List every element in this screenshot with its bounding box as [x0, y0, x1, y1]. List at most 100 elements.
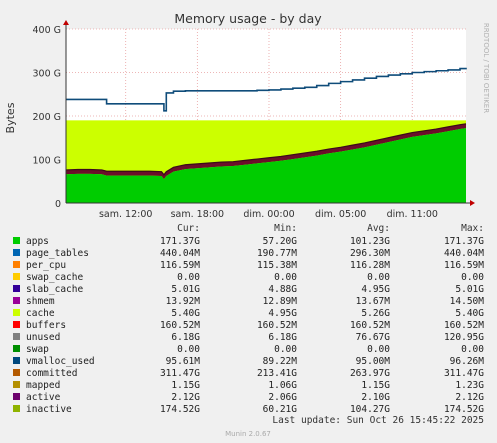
legend-swatch-inactive	[13, 405, 20, 412]
legend-cur-buffers: 160.52M	[160, 320, 200, 331]
legend-name-apps: apps	[26, 236, 49, 247]
series-inactive-band	[66, 123, 466, 180]
chart-title: Memory usage - by day	[174, 11, 322, 26]
legend-swatch-committed	[13, 369, 20, 376]
legend-cur-slab_cache: 5.01G	[171, 284, 200, 295]
legend-swatch-buffers	[13, 321, 20, 328]
legend-avg-unused: 76.67G	[356, 332, 391, 343]
legend-avg-page_tables: 296.30M	[350, 248, 390, 259]
legend-min-cache: 4.95G	[268, 308, 297, 319]
y-axis-arrow	[63, 20, 69, 25]
legend-min-swap_cache: 0.00	[274, 272, 297, 283]
legend-name-slab_cache: slab_cache	[26, 284, 83, 295]
legend-avg-committed: 263.97G	[350, 368, 390, 379]
legend-cur-active: 2.12G	[171, 392, 200, 403]
legend-max-shmem: 14.50M	[450, 296, 485, 307]
legend-cur-page_tables: 440.04M	[160, 248, 200, 259]
legend-name-active: active	[26, 392, 61, 403]
legend-cur-per_cpu: 116.59M	[160, 260, 200, 271]
x-axis-arrow	[470, 200, 475, 206]
legend-max-page_tables: 440.04M	[444, 248, 484, 259]
legend-name-buffers: buffers	[26, 320, 66, 331]
legend-cur-cache: 5.40G	[171, 308, 200, 319]
legend-name-unused: unused	[26, 332, 60, 343]
legend-cur-vmalloc_used: 95.61M	[166, 356, 201, 367]
legend-min-buffers: 160.52M	[257, 320, 297, 331]
legend-name-swap: swap	[26, 344, 49, 355]
rrdtool-credit-label: RRDTOOL / TOBI OETIKER	[482, 23, 490, 113]
legend-name-inactive: inactive	[26, 404, 72, 415]
legend-avg-swap: 0.00	[367, 344, 390, 355]
legend-max-inactive: 174.52G	[444, 404, 484, 415]
legend-avg-inactive: 104.27G	[350, 404, 390, 415]
legend-avg-buffers: 160.52M	[350, 320, 390, 331]
legend-min-slab_cache: 4.88G	[268, 284, 297, 295]
legend-avg-shmem: 13.67M	[356, 296, 391, 307]
legend-name-vmalloc_used: vmalloc_used	[26, 356, 95, 367]
legend-max-apps: 171.37G	[444, 236, 484, 247]
y-tick-label-2: 200 G	[32, 112, 61, 123]
axes: 0 100 G 200 G 300 G 400 G sam. 12:00 sam. 18:0…	[32, 20, 475, 220]
x-tick-label-1: sam. 18:00	[171, 209, 224, 220]
legend-swatch-slab_cache	[13, 285, 20, 292]
legend-swatch-vmalloc_used	[13, 357, 20, 364]
legend-cur-shmem: 13.92M	[166, 296, 201, 307]
legend-min-active: 2.06G	[268, 392, 297, 403]
y-tick-label-4: 400 G	[32, 25, 61, 36]
legend-max-mapped: 1.23G	[455, 380, 484, 391]
series-areas	[65, 67, 467, 203]
legend-avg-active: 2.10G	[361, 392, 390, 403]
legend-avg-mapped: 1.15G	[361, 380, 390, 391]
legend-max-slab_cache: 5.01G	[455, 284, 484, 295]
x-tick-label-0: sam. 12:00	[99, 209, 152, 220]
legend-avg-apps: 101.23G	[350, 236, 390, 247]
legend-header-1: Min:	[274, 223, 297, 234]
legend-min-inactive: 60.21G	[263, 404, 298, 415]
legend-swatch-swap	[13, 345, 20, 352]
legend-header-2: Avg:	[367, 223, 390, 234]
legend-swatch-page_tables	[13, 249, 20, 256]
legend-min-swap: 0.00	[274, 344, 297, 355]
legend-swatch-mapped	[13, 381, 20, 388]
legend-swatch-cache	[13, 309, 20, 316]
legend-name-shmem: shmem	[26, 296, 55, 307]
legend-swatch-active	[13, 393, 20, 400]
series-committed-line	[66, 67, 467, 112]
legend-avg-cache: 5.26G	[361, 308, 390, 319]
x-tick-label-4: dim. 11:00	[387, 209, 438, 220]
legend-table: Cur: Min: Avg: Max: apps 171.37G 57.20G 101.23G…	[13, 223, 484, 415]
y-tick-label-1: 100 G	[32, 156, 61, 167]
legend-max-buffers: 160.52M	[444, 320, 484, 331]
legend-name-swap_cache: swap_cache	[26, 272, 83, 283]
legend-max-unused: 120.95G	[444, 332, 484, 343]
legend-max-swap_cache: 0.00	[461, 272, 484, 283]
series-apps-area	[66, 128, 466, 203]
munin-version-footer: Munin 2.0.67	[225, 430, 271, 438]
legend-min-apps: 57.20G	[263, 236, 298, 247]
legend-cur-unused: 6.18G	[171, 332, 200, 343]
legend-name-per_cpu: per_cpu	[26, 260, 66, 271]
y-axis-label: Bytes	[4, 102, 17, 133]
legend-min-per_cpu: 115.38M	[257, 260, 297, 271]
legend-min-mapped: 1.06G	[268, 380, 297, 391]
legend-max-active: 2.12G	[455, 392, 484, 403]
legend-name-committed: committed	[26, 368, 77, 379]
legend-name-cache: cache	[26, 308, 55, 319]
legend-avg-per_cpu: 116.28M	[350, 260, 390, 271]
legend-swatch-apps	[13, 237, 20, 244]
legend-max-swap: 0.00	[461, 344, 484, 355]
y-tick-label-3: 300 G	[32, 69, 61, 80]
legend-max-cache: 5.40G	[455, 308, 484, 319]
legend-avg-slab_cache: 4.95G	[361, 284, 390, 295]
legend-avg-vmalloc_used: 95.00M	[356, 356, 391, 367]
legend-name-mapped: mapped	[26, 380, 60, 391]
legend-name-page_tables: page_tables	[26, 248, 89, 259]
legend-cur-swap: 0.00	[177, 344, 200, 355]
legend-max-vmalloc_used: 96.26M	[450, 356, 485, 367]
legend-swatch-per_cpu	[13, 261, 20, 268]
legend-swatch-swap_cache	[13, 273, 20, 280]
legend-min-shmem: 12.89M	[263, 296, 298, 307]
legend-cur-mapped: 1.15G	[171, 380, 200, 391]
legend-min-page_tables: 190.77M	[257, 248, 297, 259]
